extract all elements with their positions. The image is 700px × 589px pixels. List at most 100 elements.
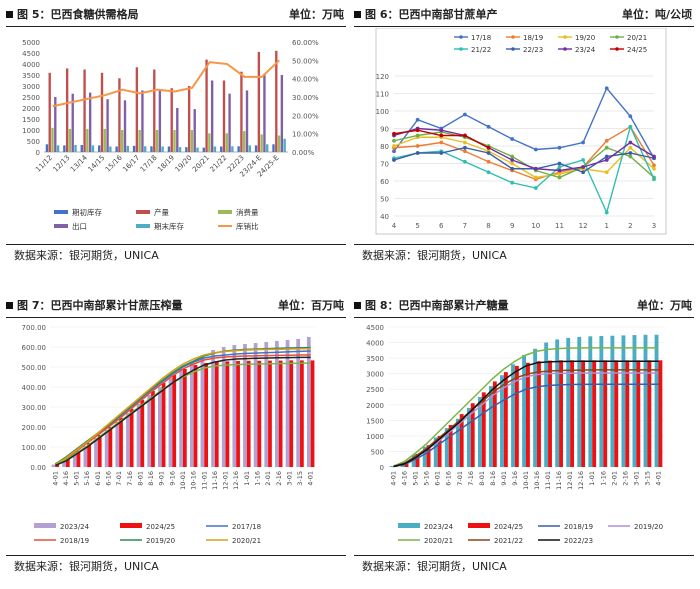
bar-2023/24 [577, 336, 582, 467]
bar-2024/25 [526, 362, 530, 467]
y2-tick-label: 50.00% [292, 57, 319, 65]
point-21/22 [581, 158, 585, 162]
x-tick-label: 9-01 [158, 471, 166, 486]
point-22/23 [628, 151, 633, 155]
x-tick-label: 6-01 [434, 471, 442, 486]
bar-期初库存 [167, 146, 171, 152]
y-tick-label: 120 [376, 73, 389, 81]
bar-2023/24 [275, 341, 279, 467]
figure-7-title: 图 7：巴西中南部累计甘蔗压榨量 [6, 295, 182, 317]
x-tick-label: 11 [555, 222, 564, 230]
bar-期末库存 [109, 146, 112, 152]
x-tick-label: 9 [510, 222, 514, 230]
x-tick-label: 6-01 [94, 471, 102, 486]
legend-marker [563, 35, 567, 39]
bar-2023/24 [455, 418, 460, 467]
y-tick-label: 3500 [366, 355, 384, 363]
x-tick-label: 12-16 [232, 471, 240, 490]
point-19/20 [463, 140, 467, 145]
legend-label: 2018/19 [564, 523, 593, 531]
y2-tick-label: 10.00% [292, 131, 319, 139]
bar-2024/25 [481, 392, 486, 467]
x-tick-label: 7-16 [126, 471, 134, 486]
x-tick-label: 4-01 [390, 471, 398, 486]
point-18/19 [415, 144, 420, 148]
x-tick-label: 6 [439, 222, 444, 230]
bar-2023/24 [189, 362, 194, 467]
point-18/19 [463, 149, 467, 154]
point-21/22 [652, 177, 656, 182]
bar-2023/24 [654, 334, 659, 467]
bar-期初库存 [115, 146, 118, 152]
legend-label: 17/18 [471, 34, 491, 42]
bar-2023/24 [232, 345, 237, 467]
legend-label: 2017/18 [232, 523, 261, 531]
bar-2024/25 [647, 360, 652, 467]
x-tick-label: 3-01 [285, 471, 293, 486]
bar-产量 [187, 86, 191, 152]
point-22/23 [581, 170, 585, 175]
point-24/25 [486, 145, 491, 150]
bar-2023/24 [477, 397, 482, 467]
figure-7-header: 图 7：巴西中南部累计甘蔗压榨量 单位：百万吨 [6, 295, 346, 318]
bar-2024/25 [278, 360, 283, 467]
point-18/19 [604, 138, 609, 143]
point-19/20 [557, 172, 562, 176]
y-tick-label: 400.00 [22, 384, 47, 392]
figure-5-title: 图 5：巴西食糖供需格局 [6, 4, 138, 26]
bar-2024/25 [140, 400, 145, 467]
bar-出口 [141, 90, 144, 152]
bar-2024/25 [76, 451, 81, 467]
legend-label: 出口 [72, 221, 87, 231]
legend-label: 2019/20 [634, 523, 663, 531]
bar-2024/25 [448, 425, 453, 467]
bar-出口 [228, 93, 231, 152]
legend-marker [511, 47, 515, 51]
point-21/22 [557, 165, 562, 169]
x-tick-label: 12/13 [52, 154, 72, 174]
legend-label: 产量 [154, 207, 169, 217]
bar-2024/25 [503, 372, 508, 467]
point-19/20 [392, 144, 396, 148]
bar-期末库存 [266, 144, 269, 152]
legend-label: 2020/21 [232, 537, 261, 545]
bar-2024/25 [614, 360, 619, 467]
legend-label: 2023/24 [424, 523, 454, 531]
bar-2023/24 [115, 422, 120, 467]
point-18/19 [439, 140, 444, 145]
legend-swatch [54, 224, 68, 228]
point-22/23 [463, 145, 467, 150]
x-tick-label: 15/16 [104, 153, 124, 173]
bar-2023/24 [211, 350, 215, 467]
point-20/21 [415, 133, 420, 138]
point-24/25 [415, 128, 420, 133]
bar-2023/24 [243, 344, 247, 467]
y2-tick-label: 60.00% [292, 39, 319, 47]
bar-期末库存 [231, 146, 234, 152]
bar-2023/24 [264, 342, 269, 467]
point-23/24 [604, 158, 609, 162]
figure-7-unit: 单位：百万吨 [278, 299, 344, 312]
bar-出口 [54, 97, 57, 152]
legend-label: 2018/19 [60, 537, 89, 545]
bar-产量 [135, 67, 139, 152]
line-19/20 [393, 136, 655, 179]
legend-swatch [136, 210, 150, 214]
legend-swatch [120, 523, 142, 528]
legend-label: 2024/25 [494, 523, 523, 531]
x-tick-label: 13/14 [69, 153, 89, 173]
legend-swatch [54, 210, 68, 214]
point-22/23 [486, 151, 491, 155]
legend-marker [511, 35, 515, 39]
bar-2023/24 [168, 378, 173, 467]
line-2021/22 [55, 362, 311, 466]
point-20/21 [392, 138, 396, 143]
point-17/18 [463, 112, 467, 117]
figure-6-title: 图 6：巴西中南部甘蔗单产 [354, 4, 497, 26]
bar-2023/24 [306, 337, 311, 467]
bar-期初库存 [254, 145, 258, 152]
bullet-square-icon [354, 11, 361, 18]
legend-marker [563, 47, 567, 51]
point-21/22 [628, 124, 633, 129]
point-19/20 [628, 145, 633, 150]
